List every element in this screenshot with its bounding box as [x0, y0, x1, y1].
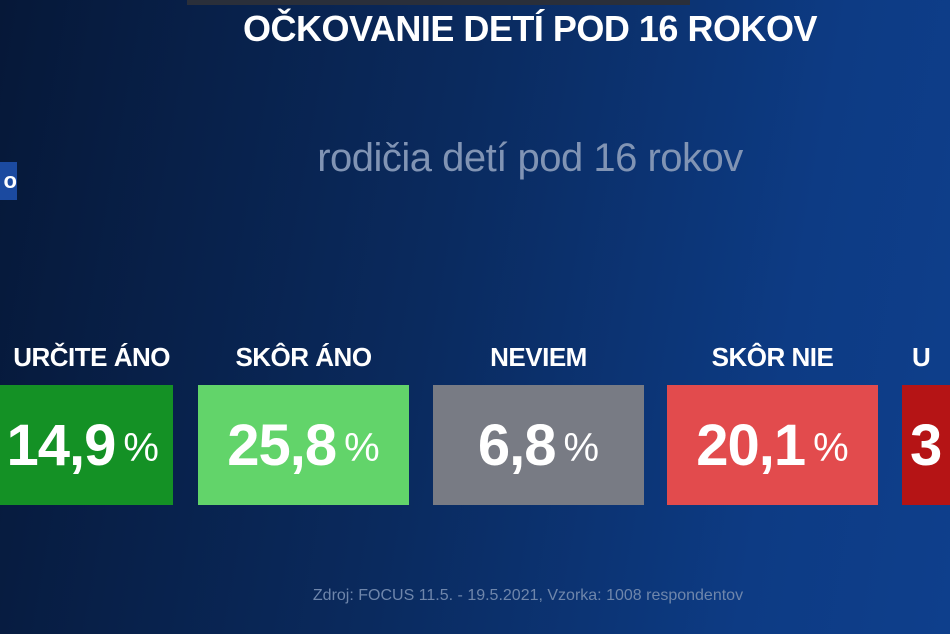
source-note: Zdroj: FOCUS 11.5. - 19.5.2021, Vzorka: …	[312, 587, 744, 604]
value-box: 20,1 %	[667, 385, 878, 505]
subtitle: rodičia detí pod 16 rokov	[317, 136, 743, 180]
percent-sign: %	[563, 425, 600, 470]
value-box: 14,9 %	[0, 385, 173, 505]
top-bar	[187, 0, 690, 5]
category-1: SKÔR ÁNO 25,8 %	[198, 342, 409, 505]
category-3: SKÔR NIE 20,1 %	[667, 342, 878, 505]
category-label: U	[912, 342, 931, 372]
category-2: NEVIEM 6,8 %	[433, 342, 644, 505]
value-box: 25,8 %	[198, 385, 409, 505]
value-box: 3	[902, 385, 950, 505]
value-label: 14,9	[6, 412, 117, 478]
value-label: 20,1	[696, 412, 806, 478]
category-label: SKÔR ÁNO	[235, 342, 372, 372]
value-box: 6,8 %	[433, 385, 644, 505]
channel-logo: o	[0, 162, 17, 200]
category-4: U 3	[902, 342, 950, 505]
category-label: NEVIEM	[490, 342, 587, 372]
category-0: URČITE ÁNO 14,9 %	[0, 342, 173, 505]
value-label: 6,8	[477, 412, 557, 478]
page-title: OČKOVANIE DETÍ POD 16 ROKOV	[243, 8, 817, 49]
category-label: SKÔR NIE	[711, 342, 834, 372]
percent-sign: %	[813, 425, 849, 470]
value-label: 25,8	[227, 412, 337, 478]
value-label: 3	[910, 412, 942, 478]
percent-sign: %	[123, 425, 159, 470]
category-label: URČITE ÁNO	[13, 342, 170, 372]
percent-sign: %	[344, 425, 380, 470]
